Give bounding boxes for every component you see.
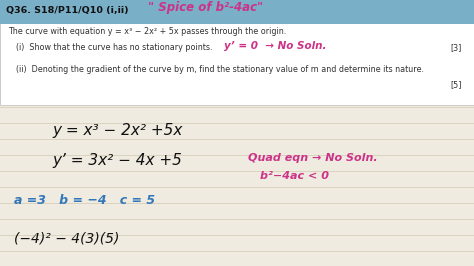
Text: y = x³ − 2x² +5x: y = x³ − 2x² +5x [52, 123, 182, 138]
Text: y’ = 3x² − 4x +5: y’ = 3x² − 4x +5 [52, 153, 182, 168]
Text: [3]: [3] [451, 44, 462, 52]
Text: y’ = 0  → No Soln.: y’ = 0 → No Soln. [224, 41, 327, 51]
Text: [5]: [5] [450, 81, 462, 89]
Text: (i)  Show that the curve has no stationary points.: (i) Show that the curve has no stationar… [16, 44, 212, 52]
Text: The curve with equation y = x³ − 2x² + 5x passes through the origin.: The curve with equation y = x³ − 2x² + 5… [8, 27, 286, 35]
Text: a =3   b = −4   c = 5: a =3 b = −4 c = 5 [14, 193, 155, 206]
FancyBboxPatch shape [0, 22, 474, 105]
Text: Q36. S18/P11/Q10 (i,ii): Q36. S18/P11/Q10 (i,ii) [6, 6, 128, 15]
Text: (−4)² − 4(3)(5): (−4)² − 4(3)(5) [14, 231, 119, 245]
Text: " Spice of b²-4ac": " Spice of b²-4ac" [148, 2, 263, 15]
Text: Quad eqn → No Soln.: Quad eqn → No Soln. [248, 153, 378, 163]
Text: (ii)  Denoting the gradient of the curve by m, find the stationary value of m an: (ii) Denoting the gradient of the curve … [16, 65, 424, 74]
FancyBboxPatch shape [0, 0, 474, 24]
Text: b²−4ac < 0: b²−4ac < 0 [260, 171, 329, 181]
